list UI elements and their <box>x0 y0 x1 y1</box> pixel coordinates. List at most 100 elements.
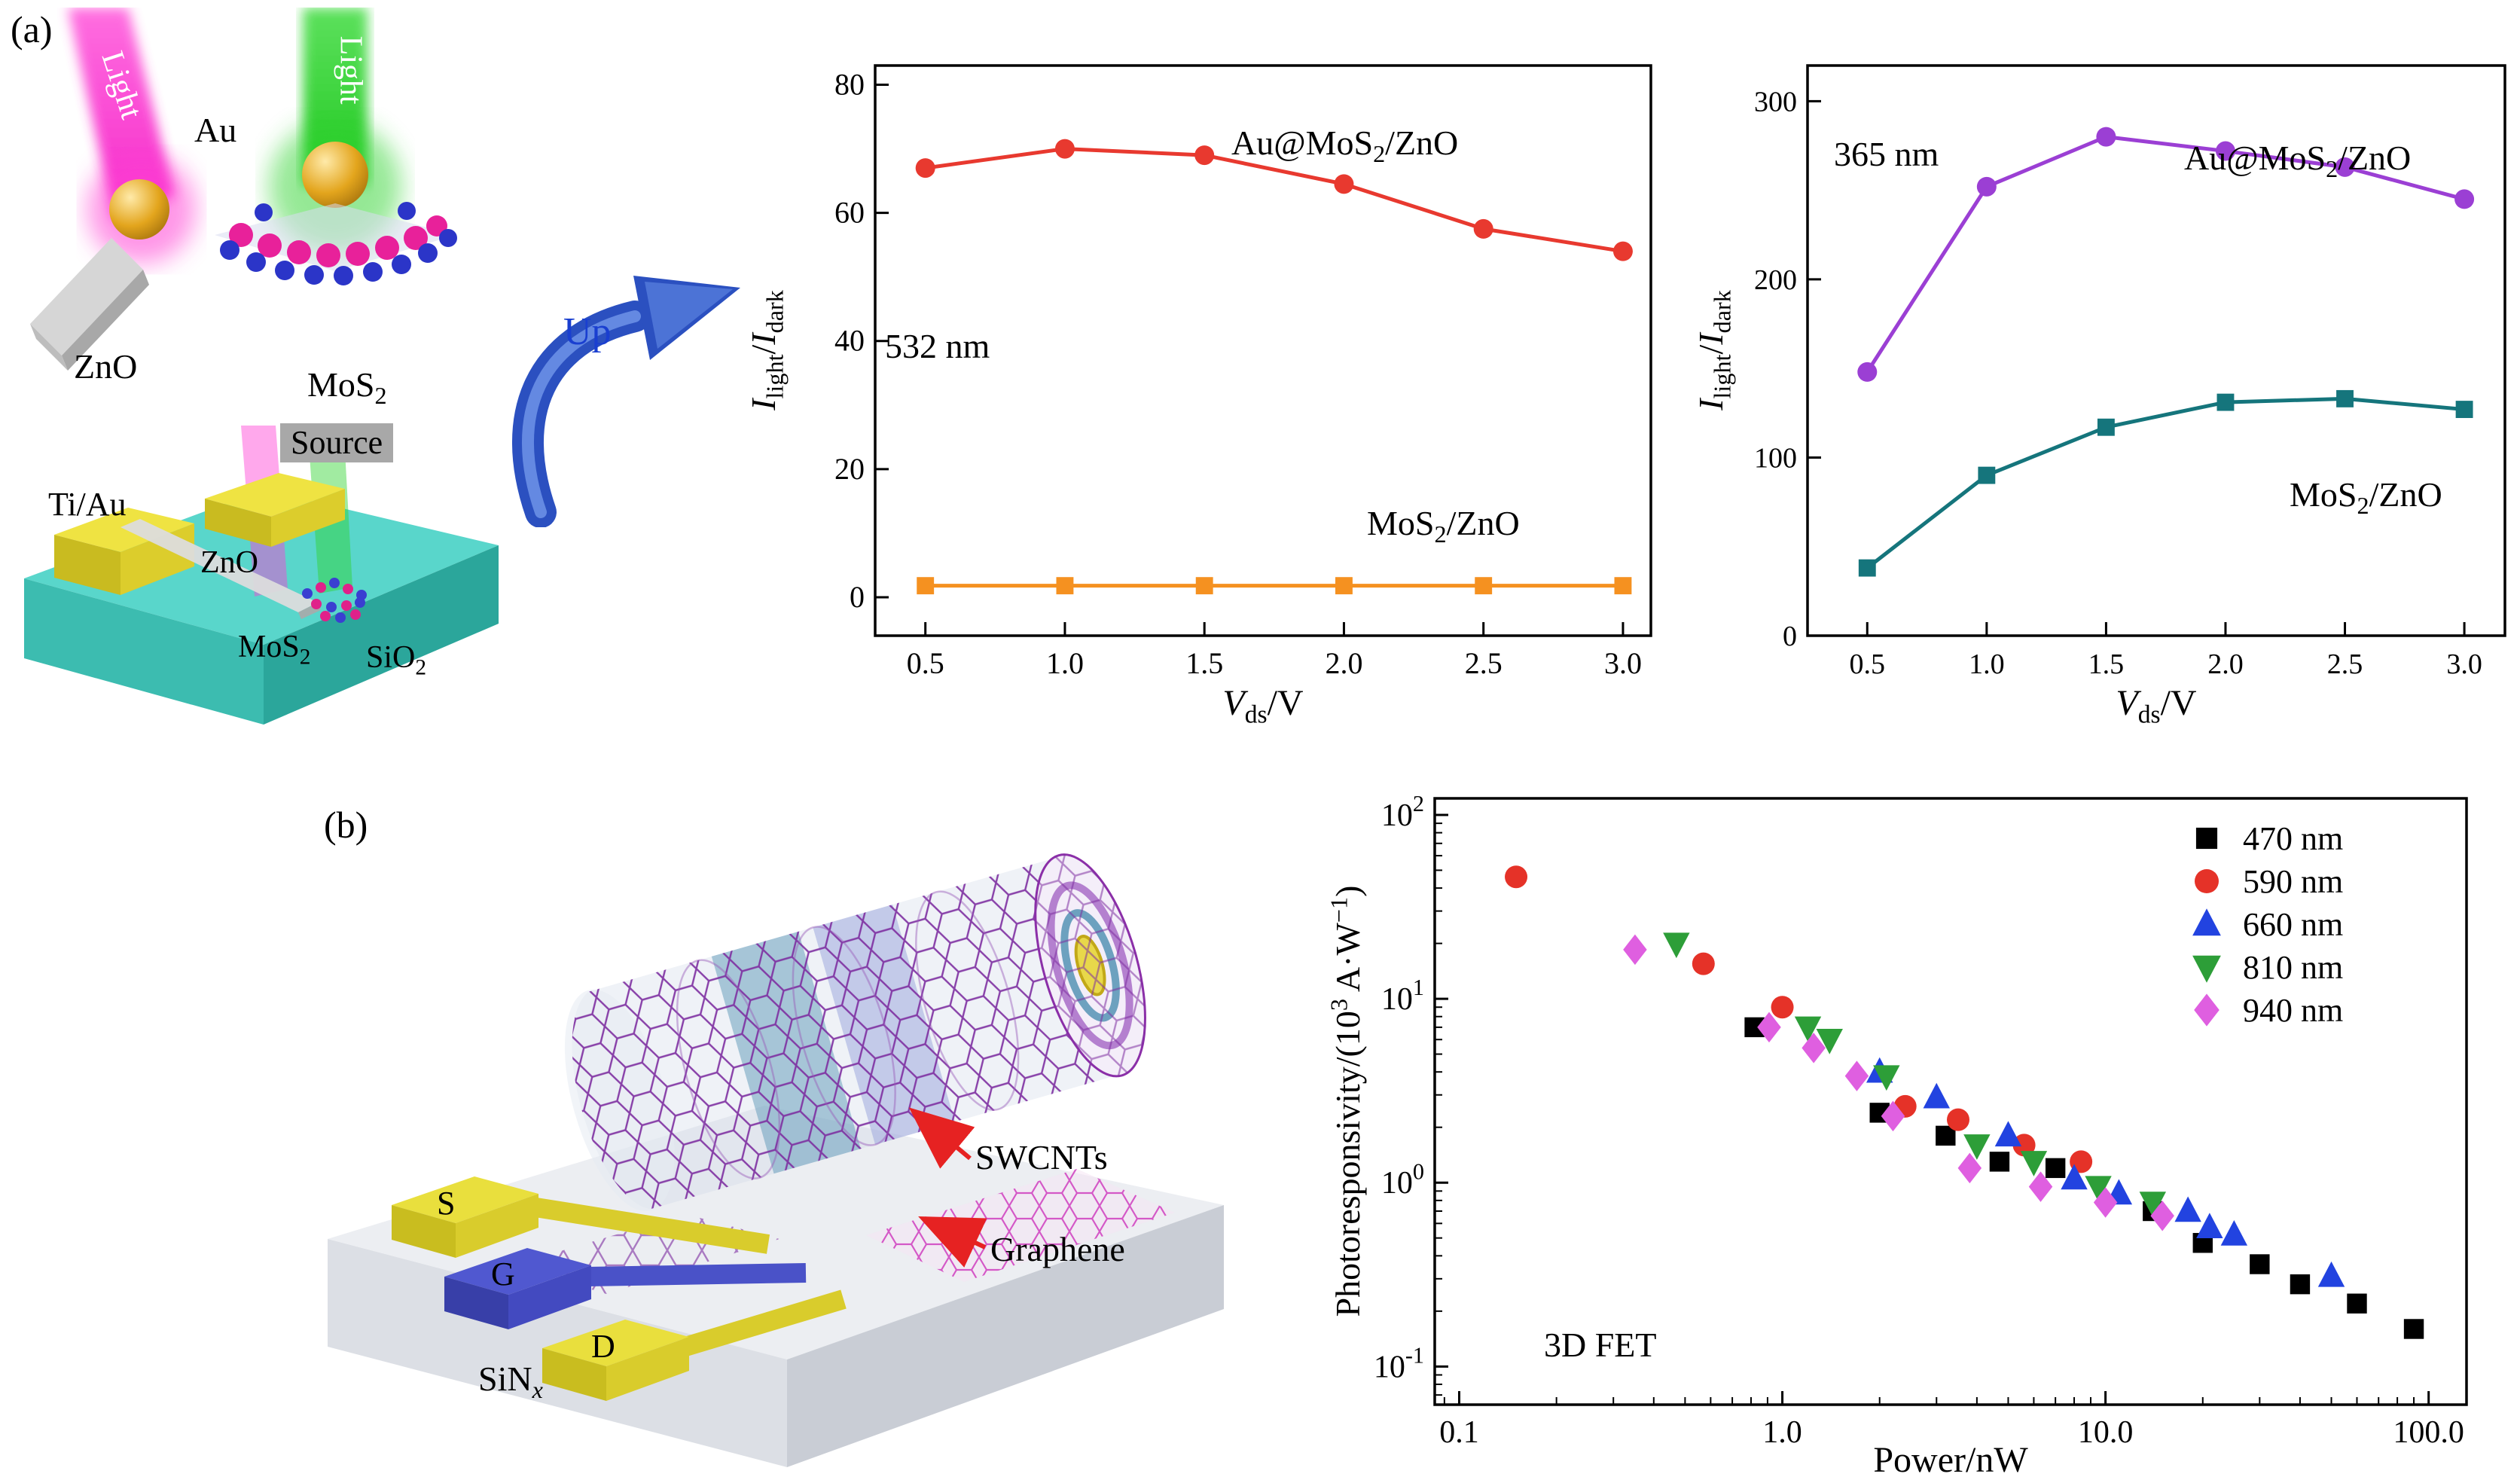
chart-365-series-mos2-label: MoS2/ZnO <box>2290 475 2442 520</box>
gold-nanoparticle-right <box>302 142 368 208</box>
series-940 nm <box>1623 934 2174 1231</box>
svg-text:810 nm: 810 nm <box>2243 949 2343 986</box>
series-660 nm <box>1866 1057 2345 1287</box>
graphene-label: Graphene <box>990 1230 1125 1268</box>
mos2-device-label: MoS2 <box>238 630 311 670</box>
trace-s <box>529 1197 770 1254</box>
svg-text:60: 60 <box>834 196 865 230</box>
svg-text:590 nm: 590 nm <box>2243 863 2343 900</box>
swcnts-arrow <box>908 1107 975 1169</box>
chart-532-ylabel: Ilight/Idark <box>744 290 789 410</box>
svg-text:470 nm: 470 nm <box>2243 820 2343 857</box>
electrode-s <box>392 1176 538 1258</box>
svg-text:101: 101 <box>1381 975 1424 1017</box>
chart-365-series-au-label: Au@MoS2/ZnO <box>2184 139 2412 183</box>
svg-text:3.0: 3.0 <box>1604 646 1642 680</box>
electrode-g-label: G <box>491 1256 515 1292</box>
svg-text:102: 102 <box>1381 791 1424 833</box>
electrode-g <box>444 1248 591 1329</box>
up-arrow-drawing <box>511 276 740 528</box>
series-810 nm <box>1663 932 2167 1218</box>
electrode-d-label: D <box>591 1328 615 1365</box>
light-label-right: Light <box>333 35 368 105</box>
panel-a-label: (a) <box>11 8 53 50</box>
device-substrate-sio2 <box>24 490 499 725</box>
chart-365-ylabel: Ilight/Idark <box>1692 290 1736 410</box>
svg-text:2.0: 2.0 <box>2207 648 2244 680</box>
sinx-label: SiNx <box>478 1359 543 1404</box>
svg-text:0.5: 0.5 <box>907 646 944 680</box>
svg-text:100.0: 100.0 <box>2393 1415 2464 1450</box>
schematic-b: S G D SiNx SWCNTs Graphene <box>286 783 1265 1476</box>
svg-text:200: 200 <box>1754 264 1797 296</box>
svg-text:660 nm: 660 nm <box>2243 906 2343 943</box>
electrode-d <box>542 1320 689 1401</box>
graphene-arrow <box>918 1216 987 1268</box>
chart-532-series-mos2-label: MoS2/ZnO <box>1367 504 1520 548</box>
chart-3d-fet: 0.1 1.0 10.0 100.0 10-1 100 101 102 470 nm 590 nm… <box>1303 772 2500 1483</box>
svg-text:100: 100 <box>1754 442 1797 474</box>
zno-rod-label: ZnO <box>74 347 138 386</box>
svg-text:1.0: 1.0 <box>1762 1415 1802 1450</box>
chart-532-annotation: 532 nm <box>885 327 990 365</box>
svg-text:1.5: 1.5 <box>2088 648 2125 680</box>
series-470 nm <box>1744 1017 2424 1339</box>
chart-365-annotation: 365 nm <box>1834 135 1939 173</box>
au-label: Au <box>194 111 237 149</box>
chart-365-plot: 0.5 1.0 1.5 2.0 2.5 3.0 0 100 200 300 <box>1754 64 2506 680</box>
svg-text:80: 80 <box>834 68 865 102</box>
electrode-right-tiau <box>205 473 345 547</box>
svg-text:10-1: 10-1 <box>1374 1342 1424 1384</box>
svg-text:1.0: 1.0 <box>1046 646 1084 680</box>
chart-532-xlabel: Vds/V <box>1222 683 1304 729</box>
schematic-b-drawing <box>328 853 1224 1467</box>
svg-text:2.0: 2.0 <box>1325 646 1362 680</box>
swcnts-label: SWCNTs <box>975 1138 1108 1176</box>
zno-rod <box>30 238 149 371</box>
series-Au@MoS2/ZnO <box>1857 127 2475 382</box>
zno-device-label: ZnO <box>200 545 258 580</box>
up-label: Up <box>563 310 612 353</box>
svg-text:100: 100 <box>1381 1158 1424 1201</box>
mos2-label: MoS2 <box>307 365 387 410</box>
svg-text:0: 0 <box>1783 621 1797 652</box>
rolled-tube-swcnt <box>564 853 1146 1212</box>
trace-g <box>587 1263 807 1286</box>
svg-text:0: 0 <box>850 580 865 614</box>
svg-text:1.0: 1.0 <box>1969 648 2005 680</box>
schematic-a: Light Light Au ZnO MoS2 Source Ti/Au ZnO… <box>15 8 505 731</box>
mos2-cluster <box>215 202 457 285</box>
chart-fet-xlabel: Power/nW <box>1873 1440 2028 1480</box>
series-Au@MoS2/ZnO <box>915 139 1633 261</box>
series-MoS2/ZnO <box>917 577 1632 595</box>
svg-text:10.0: 10.0 <box>2078 1415 2134 1450</box>
svg-text:3.0: 3.0 <box>2446 648 2482 680</box>
svg-text:1.5: 1.5 <box>1185 646 1223 680</box>
chart-fet-plot: 0.1 1.0 10.0 100.0 10-1 100 101 102 470 nm 590 nm… <box>1374 791 2468 1450</box>
chart-365nm: 0.5 1.0 1.5 2.0 2.5 3.0 0 100 200 300 Ilight/Idar… <box>1692 23 2520 746</box>
up-arrow: Up <box>488 211 752 528</box>
chart-fet-ylabel: Photoresponsivity/(103 A·W−1) <box>1325 885 1367 1317</box>
panel-b-label: (b) <box>324 804 368 846</box>
svg-text:2.5: 2.5 <box>2327 648 2363 680</box>
series-MoS2/ZnO <box>1858 389 2473 577</box>
schematic-a-drawing <box>24 8 499 725</box>
svg-text:0.1: 0.1 <box>1439 1415 1479 1450</box>
chart-532-series-au-label: Au@MoS2/ZnO <box>1231 124 1459 168</box>
chart-532nm: 0.5 1.0 1.5 2.0 2.5 3.0 0 20 40 60 80 Ilight/Idark… <box>744 23 1687 746</box>
trace-d <box>682 1289 847 1356</box>
tiau-label: Ti/Au <box>48 486 127 523</box>
electrode-s-label: S <box>437 1185 456 1222</box>
svg-text:40: 40 <box>834 324 865 358</box>
gold-nanoparticle-left <box>109 179 169 240</box>
chart-fet-annotation: 3D FET <box>1544 1326 1657 1364</box>
svg-text:0.5: 0.5 <box>1850 648 1886 680</box>
mos2-flake <box>302 578 367 623</box>
source-label: Source <box>280 423 394 463</box>
svg-text:20: 20 <box>834 452 865 486</box>
legend: 470 nm 590 nm 660 nm 810 nm 940 nm <box>2192 820 2343 1029</box>
chart-532-plot: 0.5 1.0 1.5 2.0 2.5 3.0 0 20 40 60 80 <box>834 64 1652 680</box>
svg-text:300: 300 <box>1754 86 1797 117</box>
sio2-label: SiO2 <box>366 640 427 680</box>
svg-text:2.5: 2.5 <box>1465 646 1503 680</box>
